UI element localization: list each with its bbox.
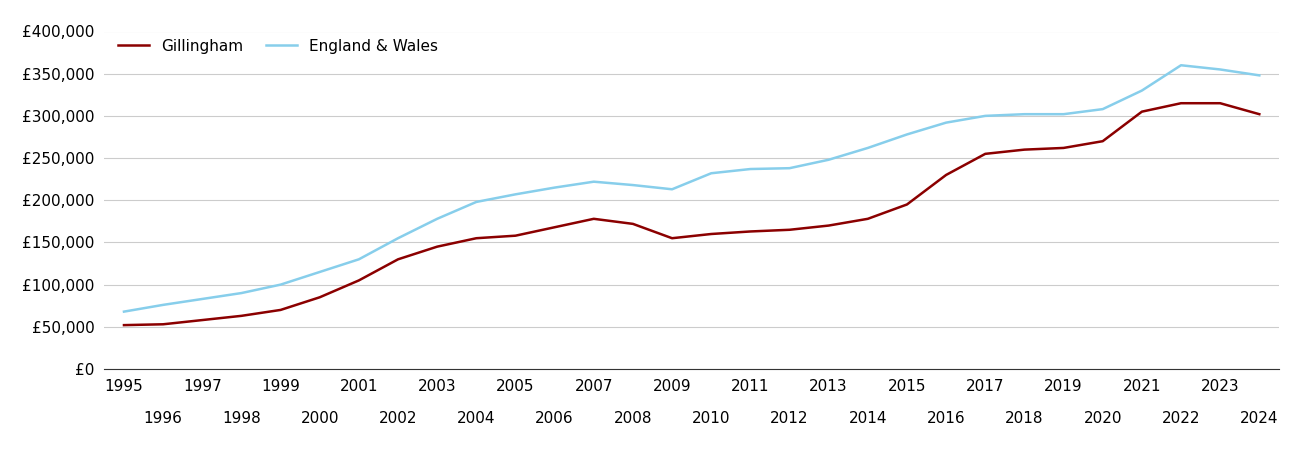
Gillingham: [1056, 145, 1071, 151]
England & Wales: [1251, 72, 1267, 78]
Gillingham: [194, 317, 210, 323]
Gillingham: [782, 227, 797, 233]
Text: 2016: 2016: [927, 411, 966, 426]
England & Wales: [547, 185, 562, 190]
Text: 1998: 1998: [222, 411, 261, 426]
England & Wales: [194, 296, 210, 302]
England & Wales: [468, 199, 484, 205]
Gillingham: [155, 322, 171, 327]
Line: England & Wales: England & Wales: [124, 65, 1259, 311]
England & Wales: [1017, 112, 1032, 117]
Text: 2020: 2020: [1083, 411, 1122, 426]
Text: 2012: 2012: [770, 411, 809, 426]
Text: 2002: 2002: [378, 411, 418, 426]
Text: 2014: 2014: [848, 411, 887, 426]
England & Wales: [1212, 67, 1228, 72]
Text: 2010: 2010: [692, 411, 731, 426]
England & Wales: [116, 309, 132, 314]
Gillingham: [977, 151, 993, 157]
Text: 2024: 2024: [1240, 411, 1279, 426]
Gillingham: [468, 235, 484, 241]
England & Wales: [508, 192, 523, 197]
England & Wales: [351, 256, 367, 262]
Text: 2004: 2004: [457, 411, 496, 426]
England & Wales: [155, 302, 171, 307]
Legend: Gillingham, England & Wales: Gillingham, England & Wales: [112, 32, 444, 59]
England & Wales: [977, 113, 993, 118]
Gillingham: [743, 229, 758, 234]
Gillingham: [312, 295, 328, 300]
Gillingham: [860, 216, 876, 221]
Gillingham: [1251, 112, 1267, 117]
Gillingham: [390, 256, 406, 262]
England & Wales: [1056, 112, 1071, 117]
Text: 1996: 1996: [144, 411, 183, 426]
Gillingham: [1017, 147, 1032, 152]
Gillingham: [625, 221, 641, 226]
England & Wales: [899, 132, 915, 137]
England & Wales: [273, 282, 288, 287]
Text: 2022: 2022: [1161, 411, 1201, 426]
Gillingham: [703, 231, 719, 237]
Gillingham: [821, 223, 837, 228]
Gillingham: [1173, 100, 1189, 106]
Gillingham: [547, 225, 562, 230]
Gillingham: [1095, 139, 1111, 144]
Gillingham: [899, 202, 915, 207]
Gillingham: [116, 322, 132, 328]
Text: 2018: 2018: [1005, 411, 1044, 426]
England & Wales: [1134, 88, 1150, 93]
England & Wales: [429, 216, 445, 221]
Gillingham: [938, 172, 954, 178]
Gillingham: [273, 307, 288, 313]
England & Wales: [938, 120, 954, 125]
England & Wales: [390, 235, 406, 241]
Gillingham: [1134, 109, 1150, 114]
England & Wales: [821, 157, 837, 162]
England & Wales: [664, 187, 680, 192]
England & Wales: [1173, 63, 1189, 68]
Gillingham: [664, 235, 680, 241]
England & Wales: [625, 182, 641, 188]
England & Wales: [782, 166, 797, 171]
Text: 2006: 2006: [535, 411, 574, 426]
Gillingham: [1212, 100, 1228, 106]
Gillingham: [234, 313, 249, 319]
Line: Gillingham: Gillingham: [124, 103, 1259, 325]
England & Wales: [703, 171, 719, 176]
England & Wales: [743, 166, 758, 172]
Text: 2008: 2008: [613, 411, 652, 426]
England & Wales: [860, 145, 876, 151]
Gillingham: [586, 216, 602, 221]
England & Wales: [586, 179, 602, 184]
Text: 2000: 2000: [300, 411, 339, 426]
Gillingham: [351, 278, 367, 283]
Gillingham: [429, 244, 445, 249]
Gillingham: [508, 233, 523, 238]
England & Wales: [312, 269, 328, 274]
England & Wales: [1095, 106, 1111, 112]
England & Wales: [234, 290, 249, 296]
